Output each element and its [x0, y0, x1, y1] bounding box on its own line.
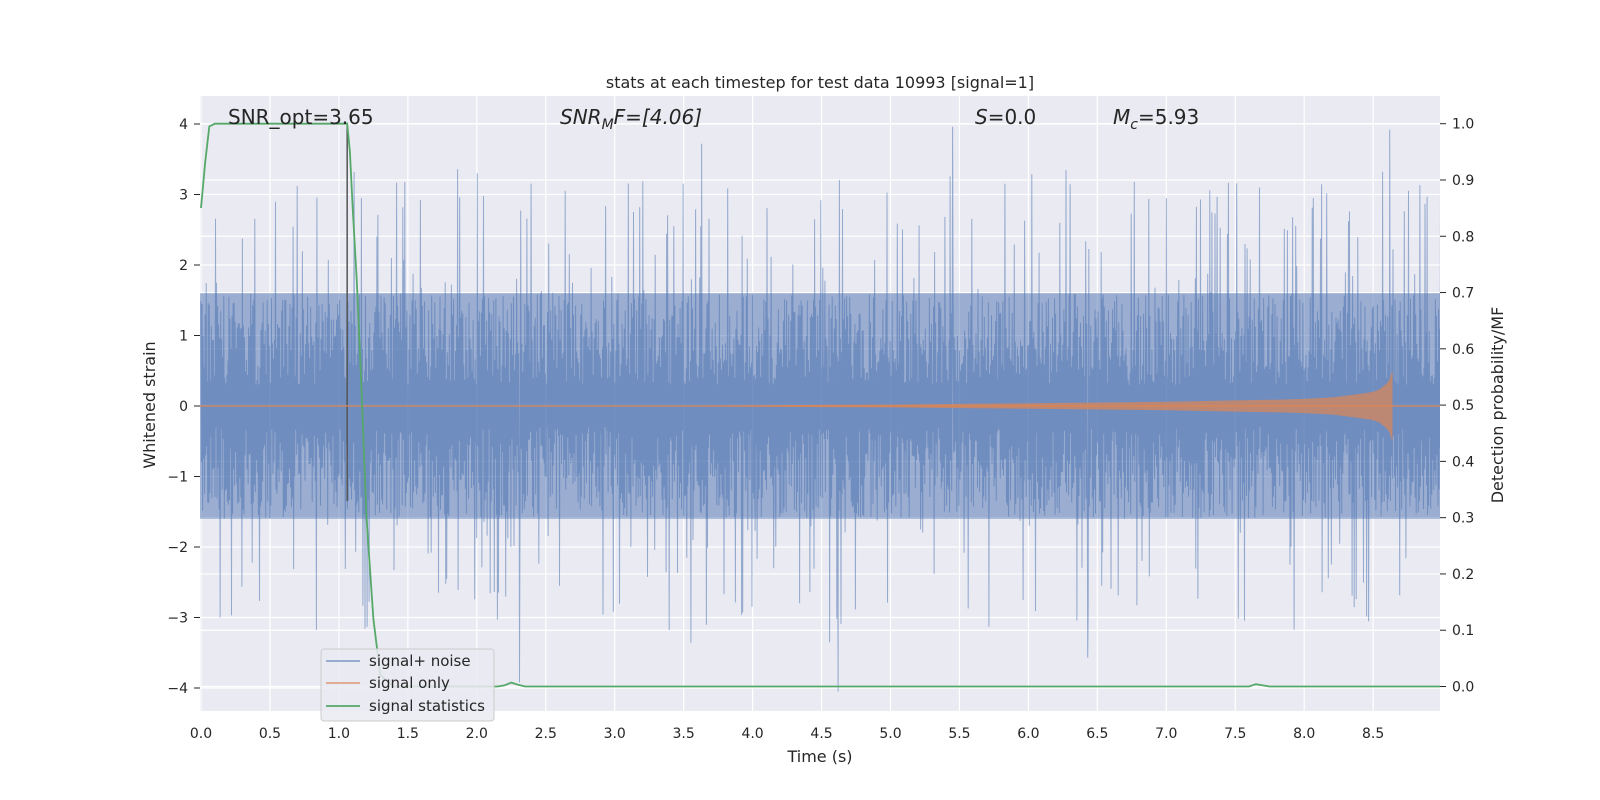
- mc-sub: c: [1130, 117, 1138, 133]
- snr-mf-base: SNR: [560, 105, 602, 129]
- x-tick-label: 6.5: [1086, 726, 1108, 742]
- x-tick-label: 4.5: [810, 726, 832, 742]
- snr-mf-sub: M: [602, 117, 614, 133]
- y-right-tick-label: 0.9: [1452, 173, 1474, 189]
- y-tick-label: 0: [179, 399, 188, 415]
- x-tick-label: 6.0: [1017, 726, 1039, 742]
- legend-box: [320, 648, 495, 722]
- legend: signal+ noise signal only signal statist…: [320, 648, 495, 722]
- y-tick-label: 4: [179, 117, 188, 133]
- x-tick-label: 2.0: [466, 726, 488, 742]
- annotation-mc: Mc=5.93: [1113, 105, 1199, 133]
- y-right-tick-label: 0.7: [1452, 286, 1474, 302]
- mc-rest: =5.93: [1138, 105, 1199, 129]
- snr-mf-rest: F=[4.06]: [614, 105, 702, 129]
- y-tick-label: −1: [167, 470, 188, 486]
- y-axis-label: Whitened strain: [140, 341, 159, 468]
- s-rest: =0.0: [988, 105, 1037, 129]
- x-tick-label: 2.5: [535, 726, 557, 742]
- noise-trace: [200, 126, 1440, 692]
- chart-title: stats at each timestep for test data 109…: [606, 73, 1034, 92]
- x-tick-label: 7.0: [1155, 726, 1177, 742]
- x-axis-label: Time (s): [786, 747, 852, 766]
- y-tick-label: −2: [167, 540, 188, 556]
- y-right-tick-label: 0.8: [1452, 229, 1474, 245]
- y-right-tick-label: 0.4: [1452, 454, 1474, 470]
- x-tick-label: 7.5: [1224, 726, 1246, 742]
- y-right-tick-label: 0.5: [1452, 398, 1474, 414]
- x-tick-label: 0.5: [259, 726, 281, 742]
- annotation-snr-mf: SNRMF=[4.06]: [560, 105, 702, 133]
- legend-label-signal-only: signal only: [369, 674, 450, 692]
- x-tick-label: 8.0: [1293, 726, 1315, 742]
- x-tick-label: 3.0: [604, 726, 626, 742]
- x-tick-label: 1.0: [328, 726, 350, 742]
- y-axis-right-label: Detection probability/MF: [1488, 307, 1507, 504]
- y-right-tick-label: 0.3: [1452, 511, 1474, 527]
- x-tick-label: 3.5: [673, 726, 695, 742]
- y-right-tick-label: 0.6: [1452, 342, 1474, 358]
- y-ticks-left: 4 3 2 1 0 −1 −2 −3 −4: [167, 117, 200, 697]
- y-ticks-right: 1.0 0.9 0.8 0.7 0.6 0.5 0.4 0.3 0.2 0.1 0.0: [1440, 117, 1474, 696]
- legend-label-signal-noise: signal+ noise: [369, 652, 471, 670]
- s-var: S: [975, 105, 988, 129]
- y-right-tick-label: 1.0: [1452, 117, 1474, 133]
- y-right-tick-label: 0.0: [1452, 680, 1474, 696]
- y-tick-label: 3: [179, 188, 188, 204]
- annotation-s: S=0.0: [975, 105, 1036, 129]
- y-tick-label: 1: [179, 329, 188, 345]
- x-tick-label: 5.0: [879, 726, 901, 742]
- x-tick-label: 1.5: [397, 726, 419, 742]
- y-tick-label: −4: [167, 681, 188, 697]
- x-ticks: 0.0 0.5 1.0 1.5 2.0 2.5 3.0 3.5 4.0 4.5 5.0 5.5 6.0 6…: [190, 726, 1384, 742]
- y-right-tick-label: 0.2: [1452, 567, 1474, 583]
- x-tick-label: 4.0: [741, 726, 763, 742]
- annotation-snr-opt: SNR_opt=3.65: [228, 105, 374, 129]
- x-tick-label: 8.5: [1362, 726, 1384, 742]
- y-right-tick-label: 0.1: [1452, 623, 1474, 639]
- y-tick-label: 2: [179, 258, 188, 274]
- x-tick-label: 5.5: [948, 726, 970, 742]
- legend-label-signal-statistics: signal statistics: [369, 697, 485, 715]
- y-tick-label: −3: [167, 611, 188, 627]
- mc-base: M: [1113, 105, 1130, 129]
- x-tick-label: 0.0: [190, 726, 212, 742]
